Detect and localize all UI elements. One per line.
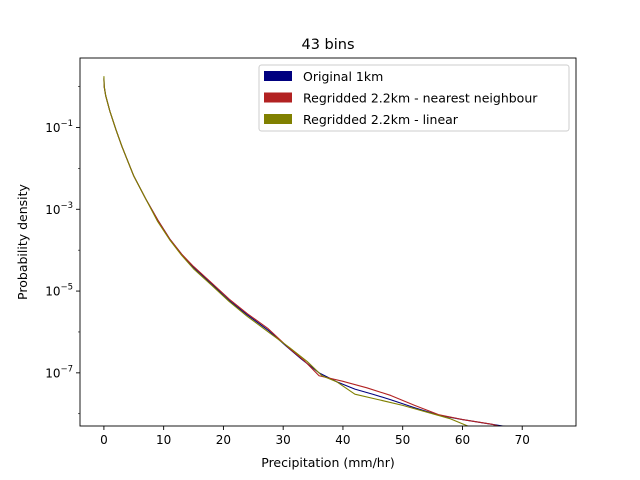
legend-box: [258, 64, 570, 132]
x-tick-label: 60: [455, 433, 470, 447]
x-axis-label: Precipitation (mm/hr): [261, 455, 394, 470]
x-axis: 0 10 20 30 40 50 60 70: [100, 426, 530, 447]
legend: Original 1km Regridded 2.2km - nearest ne…: [258, 64, 570, 132]
y-tick-label: 10−1: [45, 119, 73, 135]
x-tick-label: 10: [156, 433, 171, 447]
legend-swatch-1: [264, 71, 292, 81]
x-tick-label: 70: [515, 433, 530, 447]
series-line-3: [103, 76, 470, 426]
legend-swatch-2: [264, 92, 292, 103]
x-tick-label: 0: [100, 433, 108, 447]
y-tick-label: 10−5: [45, 283, 73, 299]
legend-label-3: Regridded 2.2km - linear: [303, 112, 459, 127]
x-tick-label: 40: [335, 433, 350, 447]
legend-label-2: Regridded 2.2km - nearest neighbour: [303, 91, 538, 106]
legend-swatch-3: [264, 114, 292, 124]
y-tick-label: 10−7: [45, 364, 73, 380]
axes-box: [79, 57, 577, 427]
x-tick-label: 50: [395, 433, 410, 447]
series-line-2: [103, 79, 501, 426]
legend-label-1: Original 1km: [303, 69, 383, 84]
y-axis-label: Probability density: [15, 183, 30, 299]
plot-frame: [79, 57, 577, 427]
y-tick-label: 10−3: [45, 201, 73, 217]
x-tick-label: 30: [276, 433, 291, 447]
chart-title: 43 bins: [301, 37, 354, 53]
x-tick-label: 20: [216, 433, 231, 447]
y-axis: 10−7 10−5 10−3 10−1: [45, 86, 80, 415]
series-line-1: [103, 78, 507, 426]
